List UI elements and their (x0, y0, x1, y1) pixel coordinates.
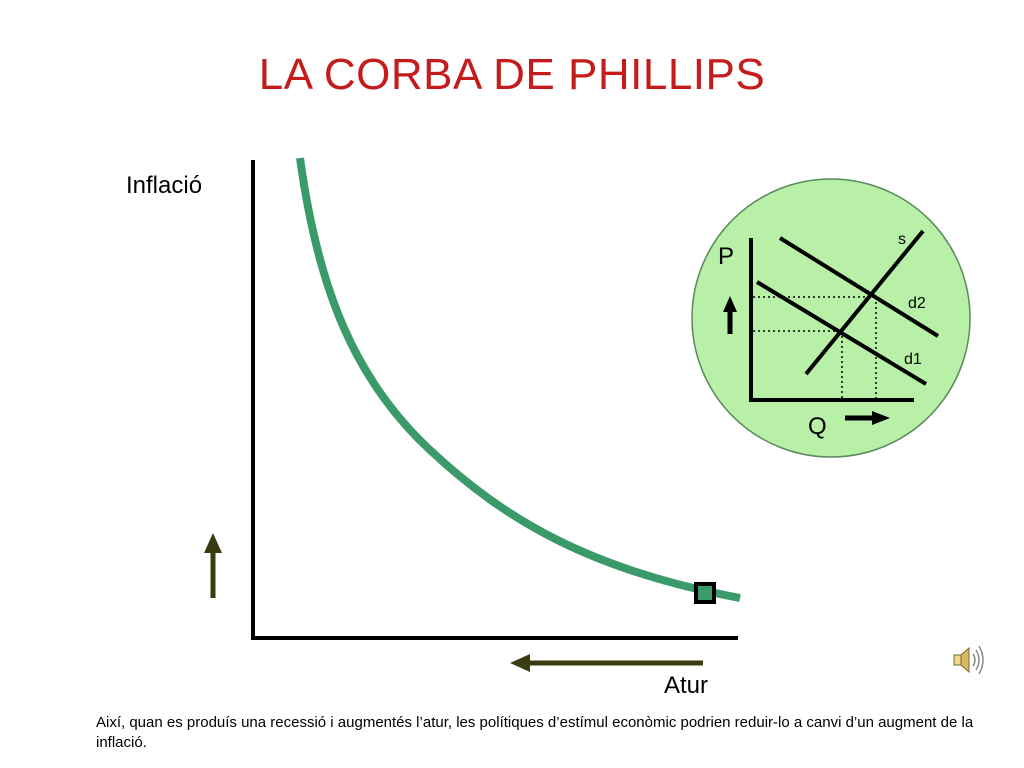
point-marker (694, 582, 716, 604)
demand-d2-line (778, 236, 940, 338)
inset-d1-label: d1 (904, 351, 922, 368)
inset-p-label: P (718, 243, 734, 270)
y-axis-label: Inflació (126, 172, 203, 199)
supply-demand-inset: P Q s d2 d1 (691, 178, 971, 458)
inset-circle (691, 178, 971, 458)
x-axis-label: Atur (664, 672, 709, 699)
inset-q-label: Q (808, 413, 827, 440)
unemployment-left-arrow (510, 654, 703, 672)
supply-line (804, 229, 925, 376)
speaker-icon[interactable] (948, 640, 988, 680)
inflation-up-arrow (204, 533, 222, 598)
caption-text: Així, quan es produís una recessió i aug… (96, 714, 974, 751)
phillips-curve (296, 157, 741, 602)
inset-d2-label: d2 (908, 295, 926, 312)
page-title: LA CORBA DE PHILLIPS (258, 50, 766, 99)
inset-s-label: s (898, 231, 906, 248)
